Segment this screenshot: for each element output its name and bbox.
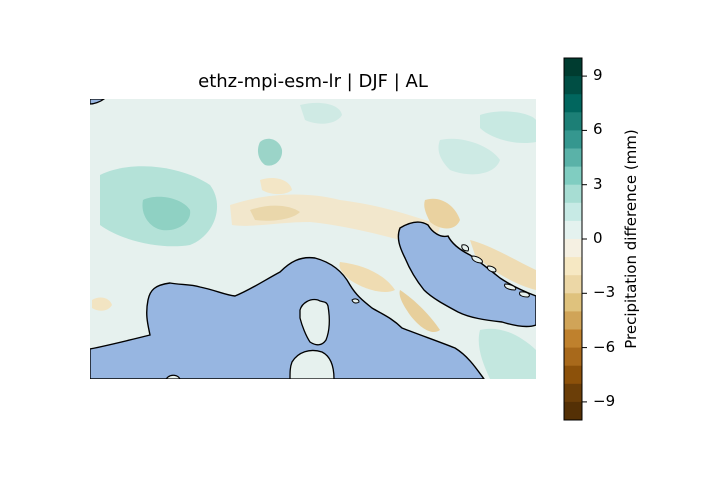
precip-patch-teal-south — [478, 328, 536, 379]
precip-patch-teal-north — [257, 138, 283, 166]
island-sardinia — [289, 349, 335, 379]
map-panel — [90, 99, 536, 379]
colorbar-bin — [564, 293, 582, 312]
precip-patch-teal-north2 — [300, 102, 342, 124]
colorbar-bin — [564, 401, 582, 421]
colorbar-bin — [564, 76, 582, 95]
colorbar-tick-label: −6 — [593, 337, 616, 356]
colorbar-bin — [564, 58, 582, 77]
precip-patch-teal-east — [438, 138, 500, 175]
precip-patch-tan-center — [260, 178, 292, 195]
precip-patch-teal-ne — [480, 111, 536, 144]
colorbar — [563, 57, 587, 421]
island-small-1 — [165, 374, 181, 379]
precip-patch-tan-apennine — [399, 290, 440, 333]
colorbar-bin — [564, 347, 582, 367]
colorbar-bin — [564, 94, 582, 113]
sea-corner-nw — [90, 99, 106, 105]
colorbar-tick-label: 6 — [593, 120, 603, 139]
map-title: ethz-mpi-esm-lr | DJF | AL — [198, 71, 428, 92]
colorbar-bin — [564, 148, 582, 167]
colorbar-bin — [564, 365, 582, 385]
colorbar-bin — [564, 166, 582, 186]
colorbar-tick-label: 3 — [593, 174, 603, 193]
croatian-islands — [461, 244, 530, 298]
colorbar-bin — [564, 202, 582, 222]
precip-patch-tan-italy — [339, 262, 395, 292]
colorbar-tick-label: 9 — [593, 66, 603, 85]
colorbar-bin — [564, 130, 582, 149]
precip-patch-tan-balkan2 — [470, 240, 536, 290]
precip-patch-tan-alps2 — [250, 205, 300, 221]
colorbar-tick-label: −3 — [593, 283, 616, 302]
colorbar-bin — [564, 383, 582, 403]
colorbar-bin — [564, 257, 582, 276]
precip-patch-tan-west — [92, 297, 112, 311]
colorbar-label: Precipitation difference (mm) — [622, 129, 640, 349]
colorbar-tick-label: −9 — [593, 391, 616, 410]
colorbar-bin — [564, 329, 582, 348]
colorbar-bin — [564, 112, 582, 131]
sea-adriatic — [397, 221, 536, 328]
precipitation-field — [92, 102, 536, 379]
colorbar-bin — [564, 311, 582, 330]
colorbar-bin — [564, 184, 582, 204]
island-elba — [351, 298, 360, 304]
colorbar-bin — [564, 220, 582, 240]
colorbar-tick-label: 0 — [593, 229, 603, 247]
island-corsica — [299, 298, 330, 346]
colorbar-bin — [564, 275, 582, 294]
precip-patch-teal-core — [142, 196, 191, 231]
sea-mediterranean — [90, 256, 485, 379]
precip-patch-tan-balkan — [424, 198, 460, 229]
colorbar-bin — [564, 239, 582, 258]
